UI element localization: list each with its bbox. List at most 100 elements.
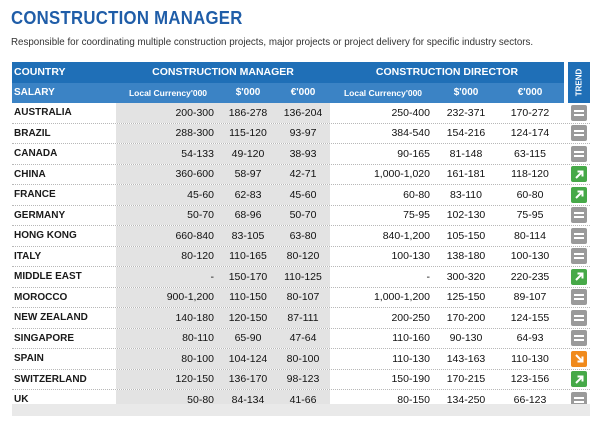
trend-same-icon bbox=[571, 104, 587, 121]
trend-up-arrow-icon bbox=[571, 166, 587, 183]
trend-cell bbox=[568, 103, 590, 123]
cm-usd-cell: 110-165 bbox=[220, 246, 276, 266]
cm-usd-cell: 49-120 bbox=[220, 144, 276, 164]
cm-eur-cell: 87-111 bbox=[276, 308, 330, 328]
cd-usd-cell: 81-148 bbox=[449, 147, 483, 160]
cd-eur-cell: 124-174 bbox=[510, 127, 550, 140]
cd-eur-cell: 100-130 bbox=[510, 250, 550, 263]
header-country: COUNTRY bbox=[12, 62, 116, 83]
cd-local-cell: 150-190 bbox=[391, 373, 430, 386]
country-cell: SWITZERLAND bbox=[14, 373, 87, 385]
table-row: SPAIN 80-100 104-124 80-100 110-130 143-163 11… bbox=[12, 349, 590, 370]
cd-eur-cell: 80-114 bbox=[514, 229, 546, 242]
country-cell: AUSTRALIA bbox=[14, 107, 72, 119]
country-cell: SPAIN bbox=[14, 353, 44, 365]
trend-cell bbox=[568, 329, 590, 349]
table-body: AUSTRALIA 200-300 186-278 136-204 250-400 232… bbox=[12, 103, 590, 411]
country-cell: ITALY bbox=[14, 250, 42, 262]
cm-local-cell: 54-133 bbox=[116, 144, 220, 164]
cm-local-cell: - bbox=[116, 267, 220, 287]
cd-local-cell: 80-150 bbox=[397, 393, 430, 406]
trend-up-arrow-icon bbox=[571, 371, 587, 388]
header-construction-manager: CONSTRUCTION MANAGER bbox=[116, 62, 330, 83]
cm-local-cell: 288-300 bbox=[116, 123, 220, 143]
cm-usd-cell: 68-96 bbox=[220, 205, 276, 225]
country-cell: GERMANY bbox=[14, 209, 66, 221]
cd-local-cell: - bbox=[426, 270, 431, 283]
header-cm-usd: $'000 bbox=[220, 82, 276, 103]
cm-local-cell: 50-70 bbox=[116, 205, 220, 225]
trend-same-icon bbox=[571, 309, 587, 326]
table-row: ITALY 80-120 110-165 80-120 100-130 138-180 10… bbox=[12, 246, 590, 267]
trend-same-icon bbox=[571, 207, 587, 224]
header-salary: SALARY bbox=[12, 82, 116, 103]
cd-eur-cell: 66-123 bbox=[513, 393, 547, 406]
trend-cell bbox=[568, 206, 590, 226]
cd-usd-cell: 105-150 bbox=[446, 229, 486, 242]
cd-local-cell: 110-130 bbox=[392, 352, 430, 365]
trend-cell bbox=[568, 308, 590, 328]
page-title: CONSTRUCTION MANAGER bbox=[11, 8, 243, 28]
country-cell: UK bbox=[14, 394, 29, 406]
page-subtitle: Responsible for coordinating multiple co… bbox=[11, 36, 534, 48]
header-row-groups: COUNTRY CONSTRUCTION MANAGER CONSTRUCTIO… bbox=[12, 62, 590, 83]
table-row: AUSTRALIA 200-300 186-278 136-204 250-400 232… bbox=[12, 103, 590, 124]
cm-usd-cell: 62-83 bbox=[220, 185, 276, 205]
cm-eur-cell: 98-123 bbox=[276, 369, 330, 389]
trend-same-icon bbox=[571, 330, 587, 347]
cd-eur-cell: 60-80 bbox=[516, 188, 544, 201]
country-cell: FRANCE bbox=[14, 189, 56, 201]
header-row-columns: SALARY Local Currency'000 $'000 €'000 Lo… bbox=[12, 82, 590, 103]
cm-local-cell: 360-600 bbox=[116, 164, 220, 184]
cm-usd-cell: 83-105 bbox=[220, 226, 276, 246]
trend-cell bbox=[568, 144, 590, 164]
cm-eur-cell: 50-70 bbox=[276, 205, 330, 225]
cm-eur-cell: 110-125 bbox=[276, 267, 330, 287]
cm-usd-cell: 115-120 bbox=[220, 123, 276, 143]
cd-local-cell: 60-80 bbox=[403, 188, 430, 201]
header-cm-eur: €'000 bbox=[276, 82, 330, 103]
cm-usd-cell: 186-278 bbox=[220, 103, 276, 123]
trend-cell bbox=[568, 349, 590, 369]
cd-local-cell: 200-250 bbox=[391, 311, 430, 324]
cm-local-cell: 80-100 bbox=[116, 349, 220, 369]
trend-up-arrow-icon bbox=[571, 268, 587, 285]
salary-table: COUNTRY CONSTRUCTION MANAGER CONSTRUCTIO… bbox=[12, 62, 590, 411]
cm-usd-cell: 120-150 bbox=[220, 308, 276, 328]
cm-usd-cell: 104-124 bbox=[220, 349, 276, 369]
country-cell: CHINA bbox=[14, 168, 46, 180]
cm-local-cell: 120-150 bbox=[116, 369, 220, 389]
cd-eur-cell: 118-120 bbox=[511, 168, 549, 181]
header-trend-label: TREND bbox=[574, 68, 584, 97]
cd-usd-cell: 134-250 bbox=[446, 393, 486, 406]
cm-local-cell: 200-300 bbox=[116, 103, 220, 123]
cm-eur-cell: 42-71 bbox=[276, 164, 330, 184]
trend-down-arrow-icon bbox=[571, 350, 587, 367]
cd-usd-cell: 143-163 bbox=[446, 352, 486, 365]
cd-eur-cell: 63-115 bbox=[514, 147, 546, 160]
cd-local-cell: 840-1,200 bbox=[382, 229, 430, 242]
cd-eur-cell: 123-156 bbox=[510, 373, 550, 386]
trend-cell bbox=[568, 124, 590, 144]
cm-eur-cell: 136-204 bbox=[276, 103, 330, 123]
cm-usd-cell: 58-97 bbox=[220, 164, 276, 184]
cd-local-cell: 110-160 bbox=[392, 332, 430, 345]
country-cell: HONG KONG bbox=[14, 230, 77, 242]
cm-usd-cell: 136-170 bbox=[220, 369, 276, 389]
trend-cell bbox=[568, 267, 590, 287]
cm-local-cell: 80-120 bbox=[116, 246, 220, 266]
trend-same-icon bbox=[571, 145, 587, 162]
trend-same-icon bbox=[571, 289, 587, 306]
cd-eur-cell: 110-130 bbox=[511, 352, 549, 365]
trend-cell bbox=[568, 185, 590, 205]
trend-cell bbox=[568, 370, 590, 390]
cd-eur-cell: 220-235 bbox=[510, 270, 550, 283]
table-footer-band bbox=[12, 404, 590, 416]
trend-same-icon bbox=[571, 227, 587, 244]
cm-eur-cell: 93-97 bbox=[276, 123, 330, 143]
cd-eur-cell: 170-272 bbox=[510, 106, 550, 119]
trend-same-icon bbox=[571, 125, 587, 142]
cm-local-cell: 45-60 bbox=[116, 185, 220, 205]
cm-eur-cell: 80-120 bbox=[276, 246, 330, 266]
table-row: NEW ZEALAND 140-180 120-150 87-111 200-250 17… bbox=[12, 308, 590, 329]
